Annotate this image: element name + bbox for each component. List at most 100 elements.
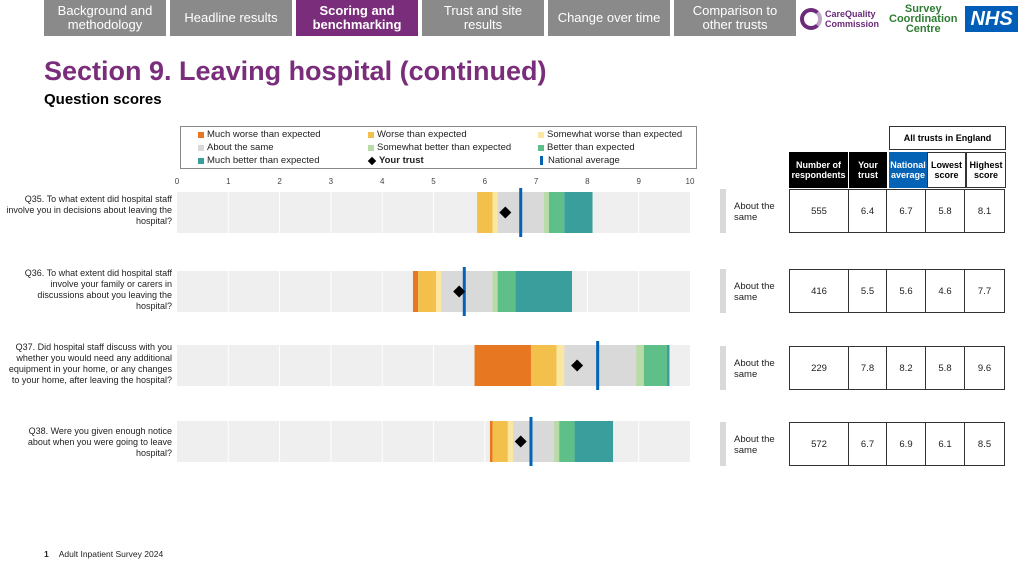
legend-item-national-average: National average	[538, 155, 620, 166]
legend-swatch-better	[538, 144, 544, 151]
x-tick-label: 9	[636, 177, 641, 186]
logos: CareQuality Commission Survey Coordinati…	[800, 4, 1018, 35]
status-bar	[720, 422, 726, 466]
question-label-q36: Q36. To what extent did hospital staff i…	[24, 268, 172, 311]
band-somewhat-better	[636, 345, 644, 386]
cqc-logo-text: CareQuality Commission	[825, 9, 879, 29]
cell-highest: 7.7	[964, 269, 1005, 313]
table-row: 229 7.8 8.2 5.8 9.6	[789, 346, 1005, 390]
cell-national: 8.2	[886, 346, 926, 390]
band-much-worse	[474, 345, 531, 386]
legend-label: Somewhat worse than expected	[547, 129, 683, 140]
tab-change-over-time[interactable]: Change over time	[548, 0, 670, 36]
status-bar	[720, 269, 726, 313]
band-better	[497, 271, 516, 312]
legend-label: National average	[548, 155, 620, 166]
legend-swatch-somewhat-worse	[538, 131, 544, 138]
band-much-worse	[489, 421, 493, 462]
question-label-q37: Q37. Did hospital staff discuss with you…	[8, 342, 172, 385]
footer: 1 Adult Inpatient Survey 2024	[44, 549, 163, 559]
header-your-trust: Your trust	[849, 152, 887, 188]
x-tick-label: 2	[277, 177, 282, 186]
tab-trust-site-results[interactable]: Trust and site results	[422, 0, 544, 36]
band-much-better	[564, 192, 593, 233]
cell-lowest: 6.1	[925, 422, 965, 466]
legend-swatch-much-worse	[198, 131, 204, 138]
question-label-q35: Q35. To what extent did hospital staff i…	[6, 194, 172, 226]
band-much-better	[574, 421, 614, 462]
x-tick-label: 0	[175, 177, 180, 186]
page-title: Section 9. Leaving hospital (continued)	[44, 56, 547, 86]
legend-item-much-worse: Much worse than expected	[198, 129, 321, 140]
x-tick-label: 8	[585, 177, 590, 186]
scc-logo: Survey Coordination Centre	[889, 4, 957, 35]
cell-highest: 8.5	[964, 422, 1005, 466]
cell-your-trust: 5.5	[848, 269, 887, 313]
legend-label: About the same	[207, 142, 274, 153]
legend-item-worse: Worse than expected	[368, 129, 467, 140]
national-average-marker	[596, 341, 600, 390]
band-better	[559, 421, 575, 462]
x-tick-label: 3	[329, 177, 334, 186]
legend-item-somewhat-better: Somewhat better than expected	[368, 142, 511, 153]
table-row: 555 6.4 6.7 5.8 8.1	[789, 189, 1005, 233]
band-much-worse	[412, 271, 419, 312]
cell-national: 6.9	[886, 422, 926, 466]
legend-item-much-better: Much better than expected	[198, 155, 320, 166]
your-trust-marker	[514, 435, 527, 448]
your-trust-marker	[571, 359, 584, 372]
cell-respondents: 572	[789, 422, 849, 466]
cell-national: 5.6	[886, 269, 926, 313]
question-label-q38: Q38. Were you given enough notice about …	[27, 426, 172, 458]
x-tick-label: 1	[226, 177, 231, 186]
legend-item-your-trust: Your trust	[367, 155, 424, 166]
cqc-logo: CareQuality Commission	[800, 8, 879, 30]
status-q37: About the same	[734, 358, 775, 380]
band-worse	[418, 271, 437, 312]
cell-respondents: 416	[789, 269, 849, 313]
tab-headline-results[interactable]: Headline results	[170, 0, 292, 36]
tab-scoring-benchmarking[interactable]: Scoring and benchmarking	[296, 0, 418, 36]
cqc-line2: Commission	[825, 19, 880, 29]
table-row: 416 5.5 5.6 4.6 7.7	[789, 269, 1005, 313]
header-national-average: National average	[889, 152, 927, 188]
cell-your-trust: 7.8	[848, 346, 887, 390]
national-average-marker	[519, 188, 523, 237]
tab-comparison-other-trusts[interactable]: Comparison to other trusts	[674, 0, 796, 36]
header-highest-score: Highest score	[966, 152, 1006, 188]
status-bar	[720, 189, 726, 233]
legend-label: Your trust	[379, 155, 424, 166]
status-bar	[720, 346, 726, 390]
cqc-line1: CareQuality	[825, 9, 876, 19]
cell-lowest: 5.8	[925, 189, 965, 233]
legend-swatch-worse	[368, 131, 374, 138]
legend-label: Much worse than expected	[207, 129, 321, 140]
x-tick-label: 10	[686, 177, 695, 186]
legend-swatch-much-better	[198, 157, 204, 164]
legend-swatch-about-same	[198, 144, 204, 151]
legend-item-about-same: About the same	[198, 142, 274, 153]
cell-lowest: 4.6	[925, 269, 965, 313]
status-q35: About the same	[734, 201, 775, 223]
table-row: 572 6.7 6.9 6.1 8.5	[789, 422, 1005, 466]
legend-label: Better than expected	[547, 142, 635, 153]
cell-respondents: 229	[789, 346, 849, 390]
top-nav: Background and methodology Headline resu…	[44, 0, 796, 36]
band-somewhat-worse	[492, 192, 498, 233]
legend-label: Somewhat better than expected	[377, 142, 512, 153]
tab-background-methodology[interactable]: Background and methodology	[44, 0, 166, 36]
legend-swatch-somewhat-better	[368, 144, 374, 151]
x-tick-label: 6	[483, 177, 488, 186]
band-much-better	[666, 345, 670, 386]
band-somewhat-worse	[436, 271, 442, 312]
chart-legend: Much worse than expected Worse than expe…	[180, 126, 697, 169]
cell-highest: 9.6	[964, 346, 1005, 390]
band-much-better	[515, 271, 573, 312]
your-trust-marker	[499, 206, 512, 219]
legend-item-better: Better than expected	[538, 142, 635, 153]
legend-label: Worse than expected	[377, 129, 467, 140]
legend-label: Much better than expected	[207, 155, 320, 166]
legend-item-somewhat-worse: Somewhat worse than expected	[538, 129, 682, 140]
band-worse	[492, 421, 508, 462]
